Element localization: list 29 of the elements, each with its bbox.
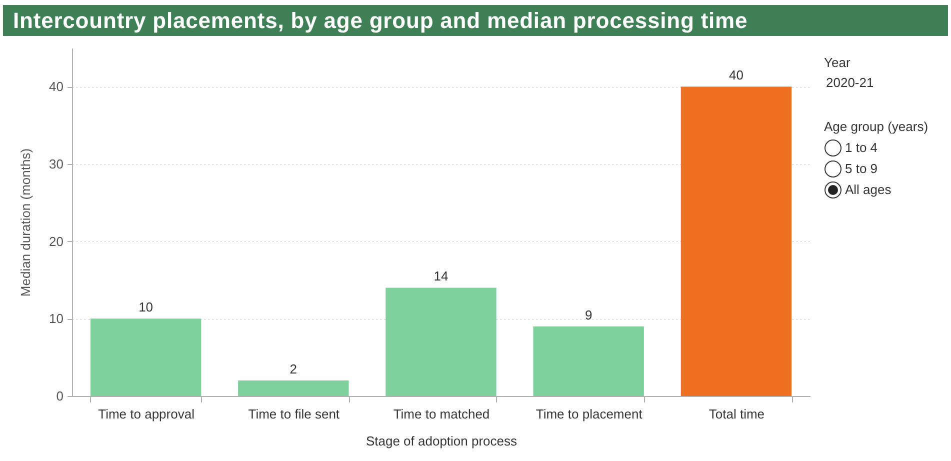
chart-title: Intercountry placements, by age group and median processing time [3,5,948,36]
data-label: 14 [434,268,448,284]
x-tick-label: Time to approval [98,406,195,422]
x-tick-label: Total time [708,406,765,422]
bar [680,86,792,396]
data-label: 40 [728,68,744,83]
bar [238,380,349,396]
data-label: 9 [584,307,592,322]
x-tick-label: Time to matched [393,406,490,422]
text: Age group (years) [824,118,928,136]
y-tick-label: 0 [56,388,64,404]
y-axis-title: Median duration (months) [18,148,34,297]
bar [386,288,496,396]
data-label: 2 [290,362,298,377]
y-tick-label: 20 [49,234,64,249]
text: 1 to 4 [845,139,878,157]
x-axis-title: Stage of adoption process [366,434,518,448]
x-tick-label: Time to placement [536,406,643,422]
y-tick-label: 40 [49,79,64,94]
bar [90,318,202,396]
bar [533,326,644,396]
text: Year [824,54,852,72]
text: All ages [845,181,892,199]
text: 2020-21 [826,74,875,92]
y-tick-label: 10 [49,311,64,326]
data-label: 10 [138,300,154,315]
text: 5 to 9 [845,160,878,178]
y-tick-label: 30 [49,156,64,172]
x-tick-label: Time to file sent [248,406,340,422]
